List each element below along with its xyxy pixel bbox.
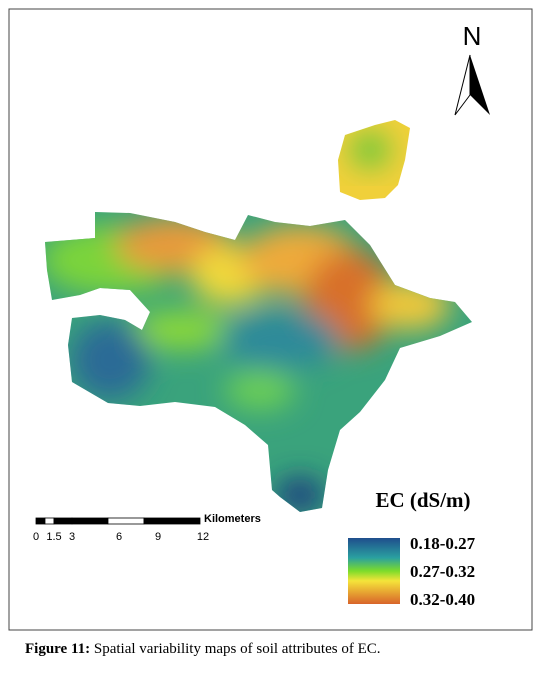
scale-label: 1.5 xyxy=(46,531,61,543)
legend-title: EC (dS/m) xyxy=(375,488,470,512)
caption-text: Spatial variability maps of soil attribu… xyxy=(94,641,381,657)
legend-ramp xyxy=(348,538,400,604)
scale-unit: Kilometers xyxy=(204,513,261,525)
scale-label: 12 xyxy=(197,531,209,543)
legend-classes: 0.18-0.27 0.27-0.32 0.32-0.40 xyxy=(410,534,476,609)
legend-class: 0.32-0.40 xyxy=(410,590,475,609)
scale-segment xyxy=(53,517,73,525)
scale-segment xyxy=(35,517,46,525)
scale-bar: 0 1.5 3 6 9 12 Kilometers xyxy=(33,513,261,543)
scale-label: 0 xyxy=(33,531,39,543)
north-arrow xyxy=(454,54,471,116)
scale-segment xyxy=(71,517,109,525)
scale-segment xyxy=(44,517,55,525)
north-label: N xyxy=(463,21,482,51)
caption-label: Figure 11: xyxy=(25,641,90,657)
legend-class: 0.27-0.32 xyxy=(410,562,475,581)
ec-island xyxy=(338,120,410,200)
scale-label: 3 xyxy=(69,531,75,543)
legend-class: 0.18-0.27 xyxy=(410,534,476,553)
ec-surface xyxy=(45,212,472,512)
scale-label: 9 xyxy=(155,531,161,543)
scale-segment xyxy=(107,517,145,525)
scale-label: 6 xyxy=(116,531,122,543)
scale-segment xyxy=(143,517,201,525)
caption: Figure 11: Spatial variability maps of s… xyxy=(25,641,381,657)
frame xyxy=(8,8,533,631)
north-arrow xyxy=(470,55,490,115)
